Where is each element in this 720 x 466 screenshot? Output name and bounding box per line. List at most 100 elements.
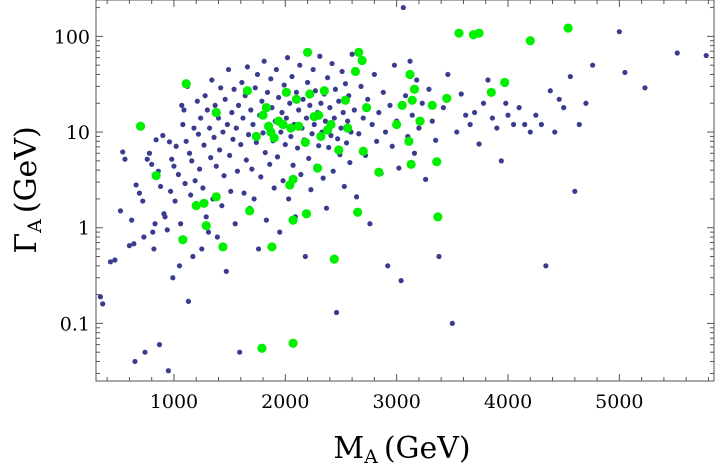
- blue-point: [583, 100, 589, 106]
- blue-point: [253, 139, 259, 145]
- blue-point: [276, 94, 282, 101]
- blue-point: [179, 102, 185, 108]
- green-point: [326, 119, 336, 130]
- blue-point: [304, 79, 311, 86]
- y-tick-label: 0.1: [60, 313, 90, 335]
- blue-point: [200, 185, 206, 191]
- blue-point: [552, 129, 558, 135]
- blue-point: [414, 77, 420, 83]
- blue-point: [400, 4, 406, 11]
- blue-point: [142, 349, 148, 355]
- blue-point: [318, 100, 324, 106]
- blue-point: [642, 85, 648, 91]
- green-point: [191, 201, 201, 211]
- green-point: [245, 206, 255, 216]
- blue-point: [209, 77, 215, 83]
- blue-point: [351, 107, 357, 113]
- blue-point: [426, 86, 432, 92]
- blue-point: [320, 175, 326, 181]
- green-point: [257, 343, 267, 353]
- blue-point: [674, 50, 680, 56]
- blue-point: [227, 152, 233, 159]
- blue-point: [326, 144, 332, 151]
- blue-point: [264, 89, 271, 95]
- blue-point: [176, 263, 183, 269]
- blue-point: [170, 275, 176, 281]
- y-axis-title-units: (GeV): [9, 126, 44, 213]
- blue-point: [300, 96, 306, 102]
- ticks-layer: 1000 2000 3000 4000 5000 0.1 1 10 100: [54, 0, 714, 413]
- blue-point: [126, 243, 133, 249]
- green-point: [350, 66, 361, 77]
- blue-point: [527, 129, 533, 135]
- blue-point: [342, 81, 349, 87]
- blue-point: [333, 309, 340, 316]
- blue-point: [489, 115, 496, 121]
- green-point: [218, 242, 228, 252]
- blue-point: [258, 174, 264, 180]
- x-axis-title: MA (GeV): [333, 431, 470, 466]
- green-point: [201, 221, 211, 231]
- blue-point: [203, 214, 209, 220]
- green-point: [474, 28, 484, 38]
- blue-point: [169, 156, 175, 162]
- blue-point: [277, 229, 283, 235]
- green-point: [211, 192, 221, 202]
- blue-point: [289, 73, 295, 80]
- blue-point: [576, 121, 582, 128]
- blue-point: [516, 105, 522, 111]
- green-point: [409, 84, 420, 94]
- blue-point: [279, 109, 285, 116]
- blue-point: [206, 125, 213, 131]
- green-point: [288, 215, 298, 225]
- blue-point: [239, 79, 245, 86]
- blue-point: [183, 138, 189, 144]
- blue-point: [369, 121, 375, 128]
- green-point: [340, 95, 351, 105]
- blue-point: [341, 183, 347, 190]
- green-point: [301, 209, 312, 219]
- blue-point: [365, 96, 371, 102]
- blue-point: [485, 77, 491, 83]
- blue-point: [192, 178, 198, 184]
- green-point: [300, 137, 310, 147]
- green-point: [319, 86, 329, 96]
- blue-point: [217, 147, 223, 153]
- blue-point: [458, 91, 464, 97]
- blue-point: [303, 115, 310, 121]
- blue-point: [335, 136, 341, 142]
- blue-point: [151, 246, 157, 252]
- green-point: [314, 110, 324, 120]
- blue-point: [225, 66, 232, 73]
- blue-point: [178, 221, 184, 227]
- green-point: [374, 167, 384, 177]
- blue-point: [164, 227, 170, 233]
- x-tick-label: 4000: [484, 391, 532, 413]
- x-tick-label: 1000: [150, 391, 198, 413]
- blue-point: [407, 58, 413, 64]
- blue-point: [316, 143, 322, 149]
- blue-point: [273, 66, 279, 73]
- blue-point: [343, 140, 350, 146]
- green-point: [291, 94, 302, 104]
- blue-point: [389, 143, 395, 149]
- blue-point: [185, 298, 192, 304]
- blue-point: [543, 263, 549, 269]
- blue-point: [214, 234, 220, 240]
- blue-point: [327, 105, 333, 111]
- blue-point: [498, 158, 504, 164]
- green-point: [404, 136, 414, 146]
- blue-point: [283, 115, 290, 121]
- points-layer: [97, 4, 709, 374]
- green-point: [357, 55, 367, 66]
- blue-point: [294, 145, 301, 151]
- y-axis-title-sub: A: [24, 219, 46, 234]
- blue-point: [440, 105, 447, 111]
- blue-point: [240, 115, 246, 121]
- blue-point: [231, 86, 237, 92]
- blue-point: [338, 125, 344, 131]
- blue-point: [297, 62, 303, 68]
- blue-point: [505, 112, 511, 118]
- green-point: [334, 145, 344, 155]
- blue-point: [449, 320, 455, 326]
